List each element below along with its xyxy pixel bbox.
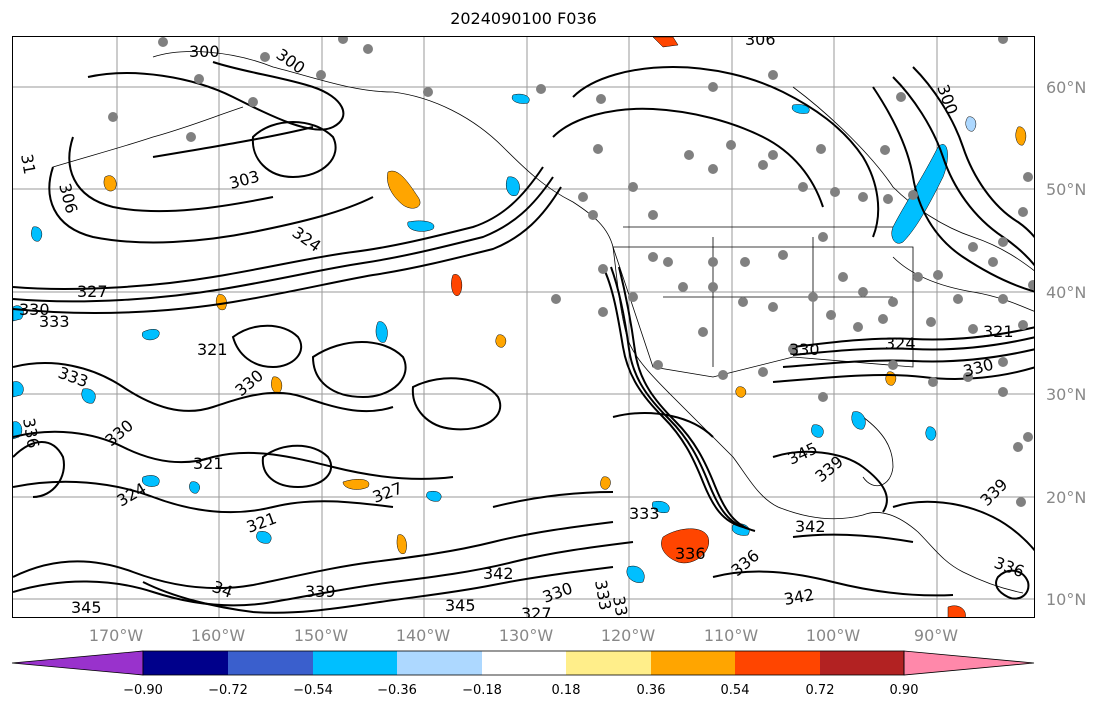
contour-label: 327 [77,282,108,301]
contour-label: 324 [885,334,916,353]
contour-label: 330 [540,578,575,606]
theta-contours [13,61,1034,614]
positive-anomaly-fills [103,37,1027,617]
colorbar-segment [397,651,482,675]
contour-label: 31 [17,152,39,175]
contour-label: 342 [795,517,826,536]
contour-label: 330 [789,340,820,359]
contour-label: 342 [483,564,514,583]
colorbar-segment [143,651,228,675]
contour-label: 336 [675,544,706,563]
lat-label-40n: 40°N [1046,283,1087,302]
contour-label: 300 [273,45,309,78]
contour-label: 330 [101,416,137,450]
contour-label: 336 [727,546,763,580]
contour-label: 339 [305,582,336,601]
lon-label-160w: 160°W [190,626,246,645]
contour-label: 339 [976,475,1011,510]
colorbar-segment [228,651,313,675]
lat-label-10n: 10°N [1046,590,1087,609]
lon-label-100w: 100°W [805,626,861,645]
colorbar-tick: −0.54 [293,683,333,698]
contour-label: 327 [521,604,552,618]
colorbar-segment [566,651,651,675]
contour-label: 306 [745,37,776,49]
map-panel[interactable]: 300 300 306 300 303 306 31 324 330 333 3… [12,36,1035,618]
lon-label-170w: 170°W [88,626,144,645]
negative-anomaly-fills [13,93,977,583]
colorbar-tick: 0.54 [720,683,750,698]
contour-label: 321 [197,340,228,359]
lon-label-110w: 110°W [703,626,759,645]
colorbar-segment [313,651,397,675]
contour-label: 327 [370,478,405,506]
contour-label: 34 [210,577,236,602]
contour-label: 321 [983,322,1014,341]
colorbar-tick: −0.18 [462,683,502,698]
lat-label-30n: 30°N [1046,385,1087,404]
contour-label: 333 [629,504,660,523]
contour-label: 336 [19,416,43,449]
lat-label-20n: 20°N [1046,488,1087,507]
contour-label: 333 [39,312,70,331]
lon-label-130w: 130°W [498,626,554,645]
map-title: 2024090100 F036 [450,9,597,28]
lon-label-140w: 140°W [395,626,451,645]
colorbar-tick: 0.90 [889,683,919,698]
colorbar-segment [651,651,735,675]
contour-label: 321 [193,454,224,473]
colorbar-segment [820,651,904,675]
colorbar-segment [735,651,820,675]
lat-label-60n: 60°N [1046,78,1087,97]
contour-label: 345 [71,598,102,617]
contour-label: 345 [445,596,476,615]
contour-label: 342 [782,585,815,609]
colorbar [11,650,1035,676]
colorbar-tick: −0.36 [377,683,417,698]
lon-label-150w: 150°W [293,626,349,645]
contour-label: 333 [56,363,91,391]
contour-label: 324 [289,223,325,256]
coastlines [52,51,1034,594]
colorbar-segment [482,651,566,675]
contour-label: 300 [189,42,220,61]
colorbar-tick: 0.18 [551,683,581,698]
station-dots [108,37,1034,507]
graticule [13,37,1034,617]
contour-labels: 300 300 306 300 303 306 31 324 330 333 3… [17,37,1027,618]
map-canvas: 300 300 306 300 303 306 31 324 330 333 3… [13,37,1034,618]
colorbar-extend-min [11,650,144,676]
colorbar-tick: −0.90 [123,683,163,698]
colorbar-tick: −0.72 [208,683,248,698]
colorbar-tick: 0.36 [636,683,666,698]
contour-label: 321 [244,508,279,536]
contour-label: 345 [785,438,821,468]
contour-label: 330 [19,300,50,319]
contour-label: 33 [609,594,631,617]
colorbar-tick: 0.72 [805,683,835,698]
lon-label-90w: 90°W [913,626,959,645]
lat-label-50n: 50°N [1046,180,1087,199]
lon-label-120w: 120°W [600,626,656,645]
colorbar-extend-max [903,650,1035,676]
